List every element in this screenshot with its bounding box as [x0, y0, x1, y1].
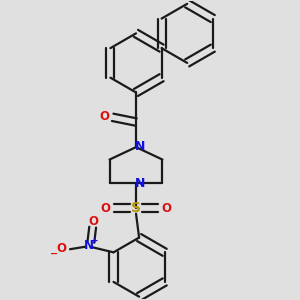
Text: N: N [135, 140, 146, 153]
Text: O: O [56, 242, 66, 255]
Text: O: O [162, 202, 172, 214]
Text: N: N [84, 239, 94, 252]
Text: +: + [92, 236, 99, 245]
Text: O: O [100, 202, 110, 214]
Text: −: − [50, 249, 58, 259]
Text: N: N [135, 177, 146, 190]
Text: O: O [99, 110, 109, 123]
Text: O: O [88, 215, 98, 228]
Text: S: S [131, 201, 141, 215]
